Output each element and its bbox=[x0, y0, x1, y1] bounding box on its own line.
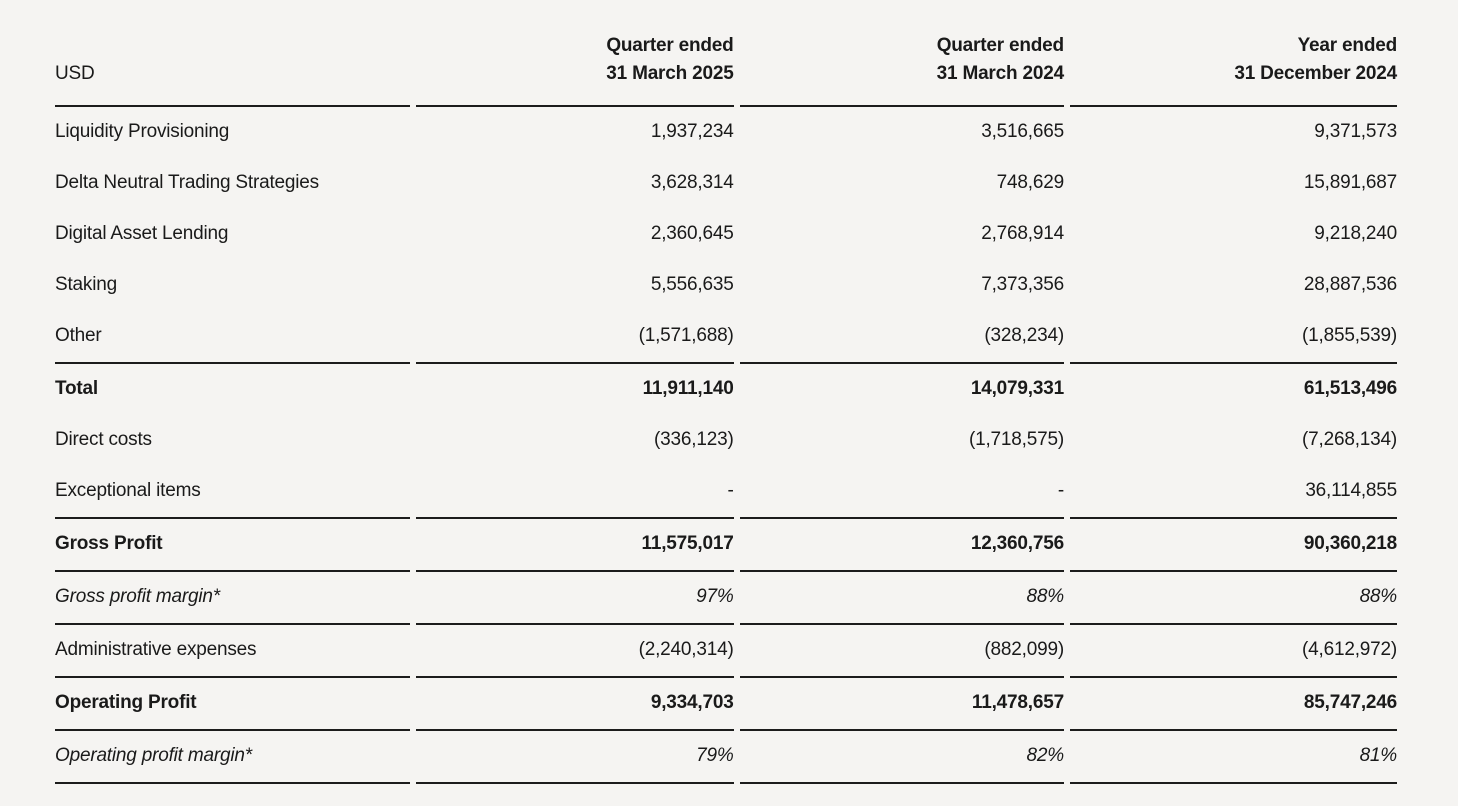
row-value: 15,891,687 bbox=[1303, 172, 1397, 193]
row-value: (1,718,575) bbox=[968, 429, 1064, 450]
row-label: Other bbox=[55, 311, 410, 364]
table-row: Operating profit margin* 79% 82% 81% bbox=[55, 731, 1397, 784]
table-row: Liquidity Provisioning 1,937,234 3,516,665… bbox=[55, 107, 1397, 158]
table-row: Other (1,571,688) (328,234) (1,855,539) bbox=[55, 311, 1397, 364]
row-label: Staking bbox=[55, 274, 117, 295]
column-header-quarter-2025: Quarter ended 31 March 2025 bbox=[415, 32, 734, 107]
row-value: 3,516,665 bbox=[981, 121, 1064, 142]
row-value: 3,628,314 bbox=[650, 172, 734, 193]
row-value: - bbox=[739, 466, 1064, 519]
row-label: Gross Profit bbox=[55, 519, 410, 572]
column-header-line2: 31 March 2025 bbox=[606, 63, 734, 84]
table-body: Liquidity Provisioning 1,937,234 3,516,665… bbox=[55, 107, 1397, 784]
row-value: 81% bbox=[1069, 731, 1397, 784]
row-value: 90,360,218 bbox=[1069, 519, 1397, 572]
currency-label: USD bbox=[55, 63, 95, 84]
row-value: 12,360,756 bbox=[739, 519, 1064, 572]
row-value: 5,556,635 bbox=[650, 274, 734, 295]
row-label: Operating profit margin* bbox=[55, 731, 410, 784]
row-value: 11,911,140 bbox=[642, 378, 734, 399]
row-value: 14,079,331 bbox=[970, 378, 1064, 399]
row-value: (882,099) bbox=[739, 625, 1064, 678]
row-label: Direct costs bbox=[55, 429, 152, 450]
table-row: Operating Profit 9,334,703 11,478,657 85,74… bbox=[55, 678, 1397, 731]
table-row: Gross profit margin* 97% 88% 88% bbox=[55, 572, 1397, 625]
row-value: (336,123) bbox=[654, 429, 734, 450]
row-value: (1,855,539) bbox=[1069, 311, 1397, 364]
row-value: 28,887,536 bbox=[1303, 274, 1397, 295]
row-label: Liquidity Provisioning bbox=[55, 121, 230, 142]
table-row: Direct costs (336,123) (1,718,575) (7,268,1… bbox=[55, 415, 1397, 466]
row-value: 11,478,657 bbox=[739, 678, 1064, 731]
row-value: 2,360,645 bbox=[650, 223, 734, 244]
row-value: 9,218,240 bbox=[1314, 223, 1397, 244]
financial-results-table: USD Quarter ended 31 March 2025 Quarter … bbox=[49, 32, 1403, 784]
row-value: 36,114,855 bbox=[1069, 466, 1397, 519]
row-value: 85,747,246 bbox=[1069, 678, 1397, 731]
column-header-quarter-2024: Quarter ended 31 March 2024 bbox=[739, 32, 1065, 107]
row-value: 88% bbox=[739, 572, 1064, 625]
row-value: 61,513,496 bbox=[1303, 378, 1397, 399]
row-value: (4,612,972) bbox=[1069, 625, 1397, 678]
row-value: 82% bbox=[739, 731, 1064, 784]
column-header-year-2024: Year ended 31 December 2024 bbox=[1069, 32, 1398, 107]
table-row: Delta Neutral Trading Strategies 3,628,31… bbox=[55, 158, 1397, 209]
row-value: - bbox=[415, 466, 734, 519]
row-label: Total bbox=[55, 378, 98, 399]
table-row: Gross Profit 11,575,017 12,360,756 90,360,2… bbox=[55, 519, 1397, 572]
header-row: USD Quarter ended 31 March 2025 Quarter … bbox=[55, 32, 1397, 107]
financial-results-table-section: USD Quarter ended 31 March 2025 Quarter … bbox=[49, 32, 1403, 784]
column-header-line1: Year ended bbox=[1297, 35, 1398, 56]
table-row: Total 11,911,140 14,079,331 61,513,496 bbox=[55, 364, 1397, 415]
table-row: Digital Asset Lending 2,360,645 2,768,914 9… bbox=[55, 209, 1397, 260]
row-label: Operating Profit bbox=[55, 678, 410, 731]
row-label: Gross profit margin* bbox=[55, 572, 410, 625]
row-value: (2,240,314) bbox=[415, 625, 734, 678]
row-value: 79% bbox=[415, 731, 734, 784]
row-value: (328,234) bbox=[739, 311, 1064, 364]
row-value: (7,268,134) bbox=[1302, 429, 1397, 450]
row-value: 11,575,017 bbox=[415, 519, 734, 572]
row-value: 7,373,356 bbox=[981, 274, 1064, 295]
column-header-line2: 31 December 2024 bbox=[1234, 63, 1397, 84]
row-value: 9,334,703 bbox=[415, 678, 734, 731]
row-label: Delta Neutral Trading Strategies bbox=[55, 172, 319, 193]
row-value: (1,571,688) bbox=[415, 311, 734, 364]
column-header-line2: 31 March 2024 bbox=[936, 63, 1065, 84]
row-value: 9,371,573 bbox=[1314, 121, 1397, 142]
unit-label: USD bbox=[55, 32, 410, 107]
table-header: USD Quarter ended 31 March 2025 Quarter … bbox=[55, 32, 1397, 107]
table-row: Exceptional items - -36,114,855 bbox=[55, 466, 1397, 519]
row-value: 97% bbox=[415, 572, 734, 625]
column-header-line1: Quarter ended bbox=[606, 35, 734, 56]
row-value: 1,937,234 bbox=[650, 121, 734, 142]
row-label: Exceptional items bbox=[55, 466, 410, 519]
row-label: Digital Asset Lending bbox=[55, 223, 229, 244]
table-row: Staking 5,556,635 7,373,356 28,887,536 bbox=[55, 260, 1397, 311]
column-header-line1: Quarter ended bbox=[936, 35, 1064, 56]
row-value: 2,768,914 bbox=[981, 223, 1064, 244]
row-value: 748,629 bbox=[996, 172, 1064, 193]
table-row: Administrative expenses (2,240,314) (882,0… bbox=[55, 625, 1397, 678]
row-label: Administrative expenses bbox=[55, 625, 410, 678]
row-value: 88% bbox=[1069, 572, 1397, 625]
